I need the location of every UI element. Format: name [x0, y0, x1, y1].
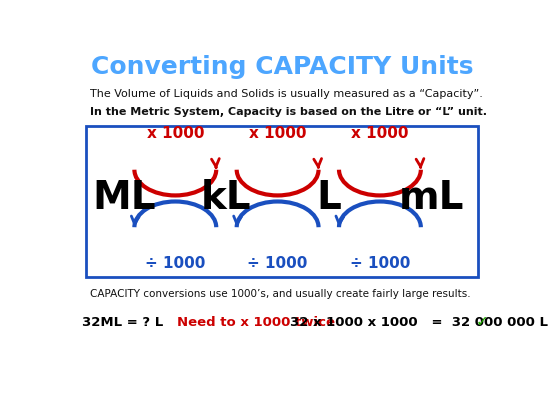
- Text: Need to x 1000 twice: Need to x 1000 twice: [178, 316, 336, 329]
- Text: ÷ 1000: ÷ 1000: [248, 256, 308, 271]
- Text: CAPACITY conversions use 1000’s, and usually create fairly large results.: CAPACITY conversions use 1000’s, and usu…: [90, 289, 471, 299]
- Text: ÷ 1000: ÷ 1000: [145, 256, 206, 271]
- Text: In the Metric System, Capacity is based on the Litre or “L” unit.: In the Metric System, Capacity is based …: [90, 107, 487, 117]
- Text: x 1000: x 1000: [146, 126, 204, 141]
- Text: ÷ 1000: ÷ 1000: [350, 256, 410, 271]
- Text: ML: ML: [92, 180, 156, 217]
- Text: Converting CAPACITY Units: Converting CAPACITY Units: [91, 55, 473, 79]
- Text: x 1000: x 1000: [249, 126, 306, 141]
- FancyBboxPatch shape: [86, 126, 478, 277]
- Text: ✓: ✓: [476, 314, 488, 329]
- Text: kL: kL: [201, 180, 252, 217]
- Text: The Volume of Liquids and Solids is usually measured as a “Capacity”.: The Volume of Liquids and Solids is usua…: [90, 89, 483, 99]
- Text: L: L: [316, 180, 341, 217]
- Text: 32ML = ? L: 32ML = ? L: [81, 316, 163, 329]
- Text: 32 x 1000 x 1000   =  ​32 000 000 L: 32 x 1000 x 1000 = ​32 000 000 L: [290, 316, 548, 329]
- Text: mL: mL: [398, 180, 464, 217]
- Text: x 1000: x 1000: [351, 126, 409, 141]
